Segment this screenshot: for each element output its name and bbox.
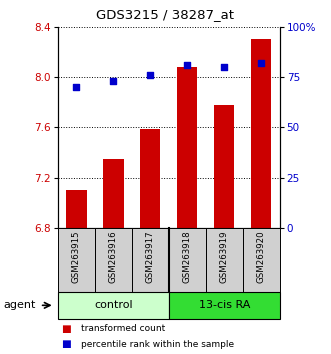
Text: control: control <box>94 300 133 310</box>
Bar <box>58 292 169 319</box>
Point <box>148 72 153 78</box>
Point <box>259 60 264 66</box>
Text: 13-cis RA: 13-cis RA <box>199 300 250 310</box>
Bar <box>66 190 87 228</box>
Text: ■: ■ <box>61 324 71 333</box>
Bar <box>251 39 271 228</box>
Point <box>185 62 190 68</box>
Bar <box>169 292 280 319</box>
Point <box>221 64 227 70</box>
Point <box>74 84 79 90</box>
Text: agent: agent <box>3 300 36 310</box>
Text: GSM263915: GSM263915 <box>72 230 81 283</box>
Text: GSM263919: GSM263919 <box>220 230 229 283</box>
Text: GSM263920: GSM263920 <box>257 230 266 283</box>
Bar <box>140 129 161 228</box>
Bar <box>169 228 206 292</box>
Bar <box>103 159 123 228</box>
Bar <box>58 228 95 292</box>
Bar <box>177 67 198 228</box>
Text: transformed count: transformed count <box>81 324 166 333</box>
Text: GSM263918: GSM263918 <box>183 230 192 283</box>
Text: GSM263917: GSM263917 <box>146 230 155 283</box>
Bar <box>132 228 169 292</box>
Bar <box>95 228 132 292</box>
Bar <box>214 105 234 228</box>
Bar <box>243 228 280 292</box>
Bar <box>206 228 243 292</box>
Point <box>111 78 116 84</box>
Text: GDS3215 / 38287_at: GDS3215 / 38287_at <box>97 8 234 21</box>
Text: GSM263916: GSM263916 <box>109 230 118 283</box>
Text: ■: ■ <box>61 339 71 349</box>
Text: percentile rank within the sample: percentile rank within the sample <box>81 339 234 349</box>
